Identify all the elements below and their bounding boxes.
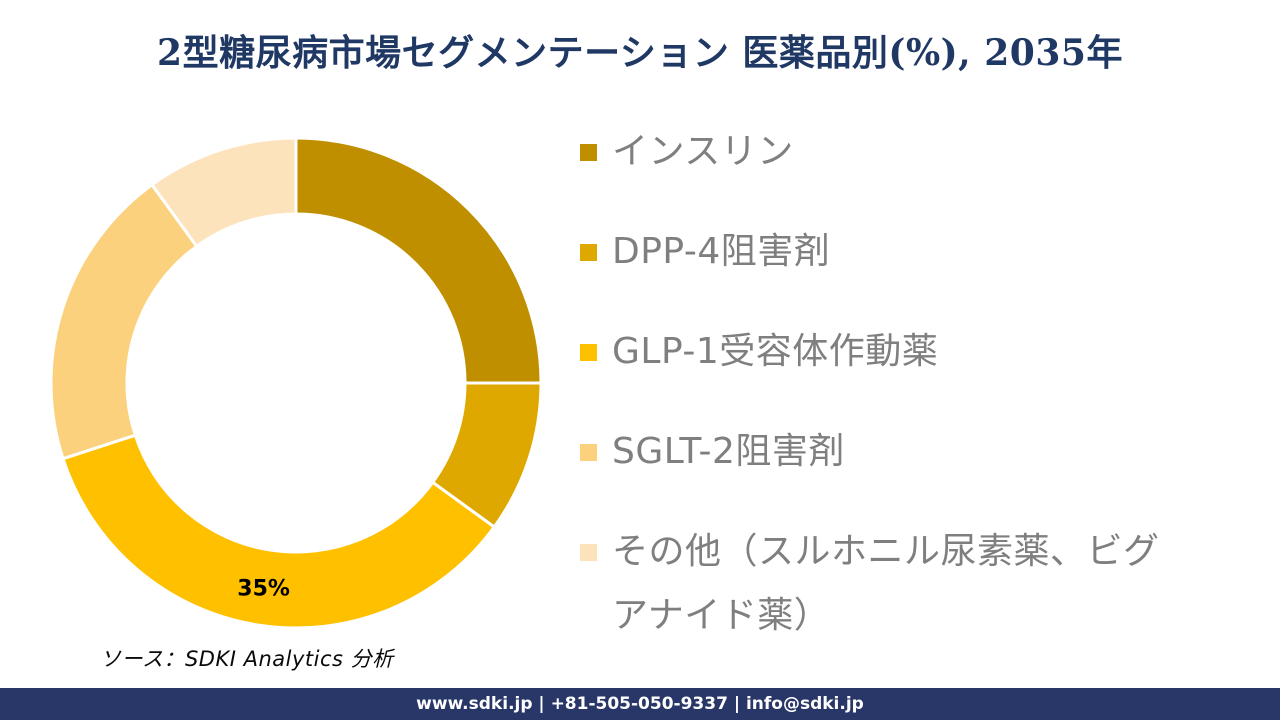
footer-contact-text: www.sdki.jp | +81-505-050-9337 | info@sd… xyxy=(416,694,864,714)
donut-segment xyxy=(150,136,298,248)
legend-label: その他（スルホニル尿素薬、ビグアナイド薬） xyxy=(612,531,1160,636)
donut-chart: 35% xyxy=(49,136,543,630)
legend-item-others: その他（スルホニル尿素薬、ビグアナイド薬） xyxy=(580,520,1180,648)
source-note: ソース：SDKI Analytics 分析 xyxy=(100,647,394,671)
donut-segment xyxy=(49,183,199,461)
legend-swatch-icon xyxy=(580,244,597,261)
legend-item-sglt2: SGLT-2阻害剤 xyxy=(580,420,1180,484)
legend-swatch-icon xyxy=(580,344,597,361)
legend-label: インスリン xyxy=(612,131,794,172)
footer-bar: www.sdki.jp | +81-505-050-9337 | info@sd… xyxy=(0,688,1280,720)
donut-segment xyxy=(294,136,543,385)
legend-label: SGLT-2阻害剤 xyxy=(612,431,845,472)
donut-segment xyxy=(61,433,496,630)
legend-swatch-icon xyxy=(580,144,597,161)
legend-item-dpp4: DPP-4阻害剤 xyxy=(580,220,1180,284)
donut-chart-container: 35% xyxy=(46,133,546,633)
legend-label: GLP-1受容体作動薬 xyxy=(612,331,939,372)
chart-legend: インスリン DPP-4阻害剤 GLP-1受容体作動薬 SGLT-2阻害剤 その他… xyxy=(580,120,1180,684)
segment-data-label: 35% xyxy=(237,576,290,601)
legend-swatch-icon xyxy=(580,544,597,561)
legend-item-insulin: インスリン xyxy=(580,120,1180,184)
legend-item-glp1: GLP-1受容体作動薬 xyxy=(580,320,1180,384)
legend-label: DPP-4阻害剤 xyxy=(612,231,831,272)
page-title: 2型糖尿病市場セグメンテーション 医薬品別(%), 2035年 xyxy=(157,32,1123,74)
legend-swatch-icon xyxy=(580,444,597,461)
